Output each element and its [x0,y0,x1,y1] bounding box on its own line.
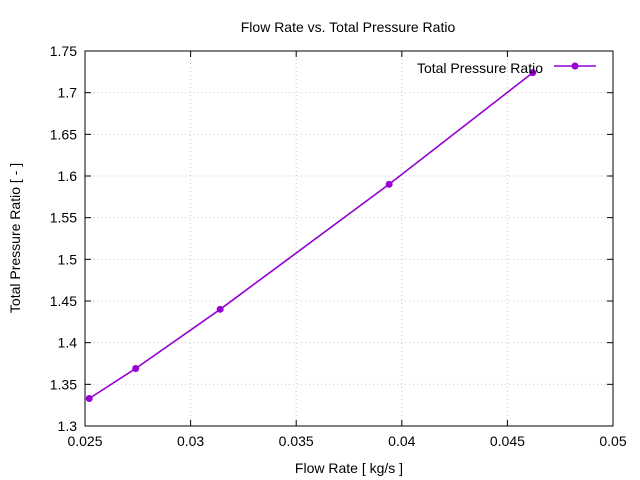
data-point [529,69,537,77]
legend-label: Total Pressure Ratio [417,60,543,76]
y-tick-label: 1.45 [50,293,77,309]
x-tick-label: 0.045 [490,433,525,449]
y-tick-label: 1.65 [50,126,77,142]
plot-frame [84,50,614,427]
y-tick-label: 1.35 [50,376,77,392]
legend-marker-sample [571,62,579,70]
x-tick-label: 0.05 [599,433,626,449]
x-tick-label: 0.035 [279,433,314,449]
y-tick-label: 1.3 [58,418,78,434]
grid [85,51,613,426]
chart-title: Flow Rate vs. Total Pressure Ratio [241,19,456,35]
x-tick-label: 0.025 [67,433,102,449]
y-tick-label: 1.7 [58,85,78,101]
y-tick-label: 1.55 [50,210,77,226]
axis-ticks: 0.025 0.03 0.035 0.04 0.045 0.05 1.3 1.35 1.4 1.4… [50,43,627,449]
series-layer [85,69,537,402]
y-tick-label: 1.4 [58,335,78,351]
y-tick-label: 1.5 [58,251,78,267]
x-tick-label: 0.04 [388,433,415,449]
data-point [132,365,140,372]
data-point [385,180,393,188]
series-line [88,72,534,400]
y-tick-label: 1.6 [58,168,78,184]
y-tick-label: 1.75 [50,43,77,59]
data-point [216,305,224,313]
x-axis-label: Flow Rate [ kg/s ] [295,460,403,476]
y-axis-label: Total Pressure Ratio [ - ] [7,163,23,313]
data-point [85,395,93,402]
legend: Total Pressure Ratio [417,60,596,76]
x-tick-label: 0.03 [177,433,204,449]
